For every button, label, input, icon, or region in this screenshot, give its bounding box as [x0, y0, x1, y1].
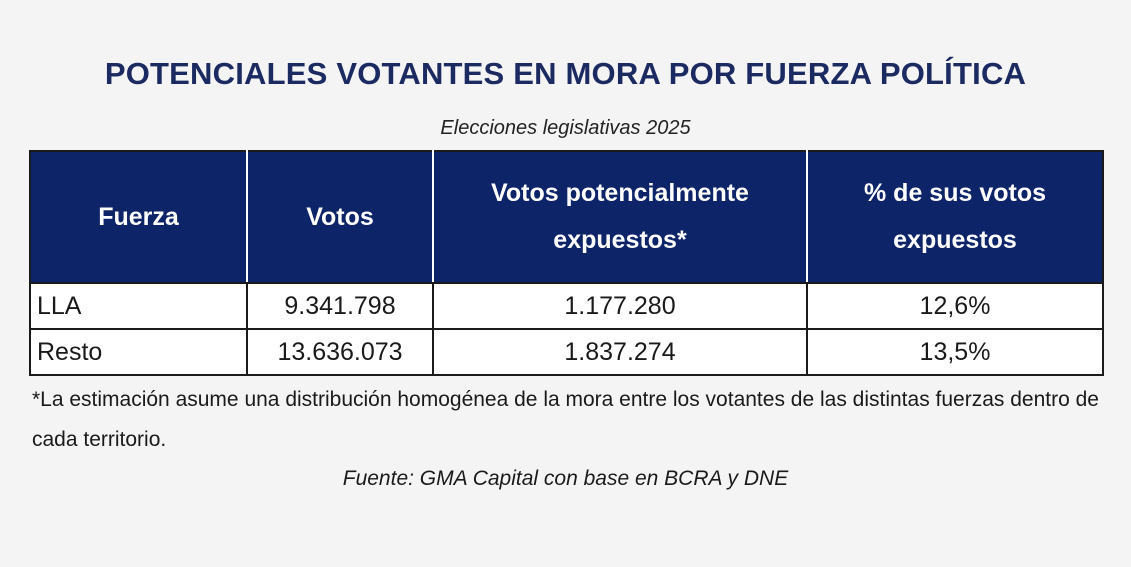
- cell-porcentaje: 13,5%: [806, 328, 1104, 376]
- table-row: LLA 9.341.798 1.177.280 12,6%: [29, 282, 1104, 330]
- votes-table: Fuerza Votos Votos potencialmente expues…: [29, 150, 1104, 376]
- table-row: Resto 13.636.073 1.837.274 13,5%: [29, 328, 1104, 376]
- page-subtitle: Elecciones legislativas 2025: [440, 117, 691, 139]
- cell-expuestos: 1.177.280: [432, 282, 808, 330]
- cell-fuerza: Resto: [29, 328, 248, 376]
- header-votos: Votos: [246, 150, 434, 284]
- footnote: *La estimación asume una distribución ho…: [32, 388, 1099, 451]
- cell-expuestos: 1.837.274: [432, 328, 808, 376]
- cell-votos: 9.341.798: [246, 282, 434, 330]
- cell-fuerza: LLA: [29, 282, 248, 330]
- page-title: POTENCIALES VOTANTES EN MORA POR FUERZA …: [104, 56, 1027, 91]
- cell-votos: 13.636.073: [246, 328, 434, 376]
- source-note: Fuente: GMA Capital con base en BCRA y D…: [342, 467, 789, 490]
- table-header-row: Fuerza Votos Votos potencialmente expues…: [29, 150, 1104, 284]
- header-votos-expuestos: Votos potencialmente expuestos*: [432, 150, 808, 284]
- header-porcentaje-expuestos: % de sus votos expuestos: [806, 150, 1104, 284]
- header-fuerza: Fuerza: [29, 150, 248, 284]
- cell-porcentaje: 12,6%: [806, 282, 1104, 330]
